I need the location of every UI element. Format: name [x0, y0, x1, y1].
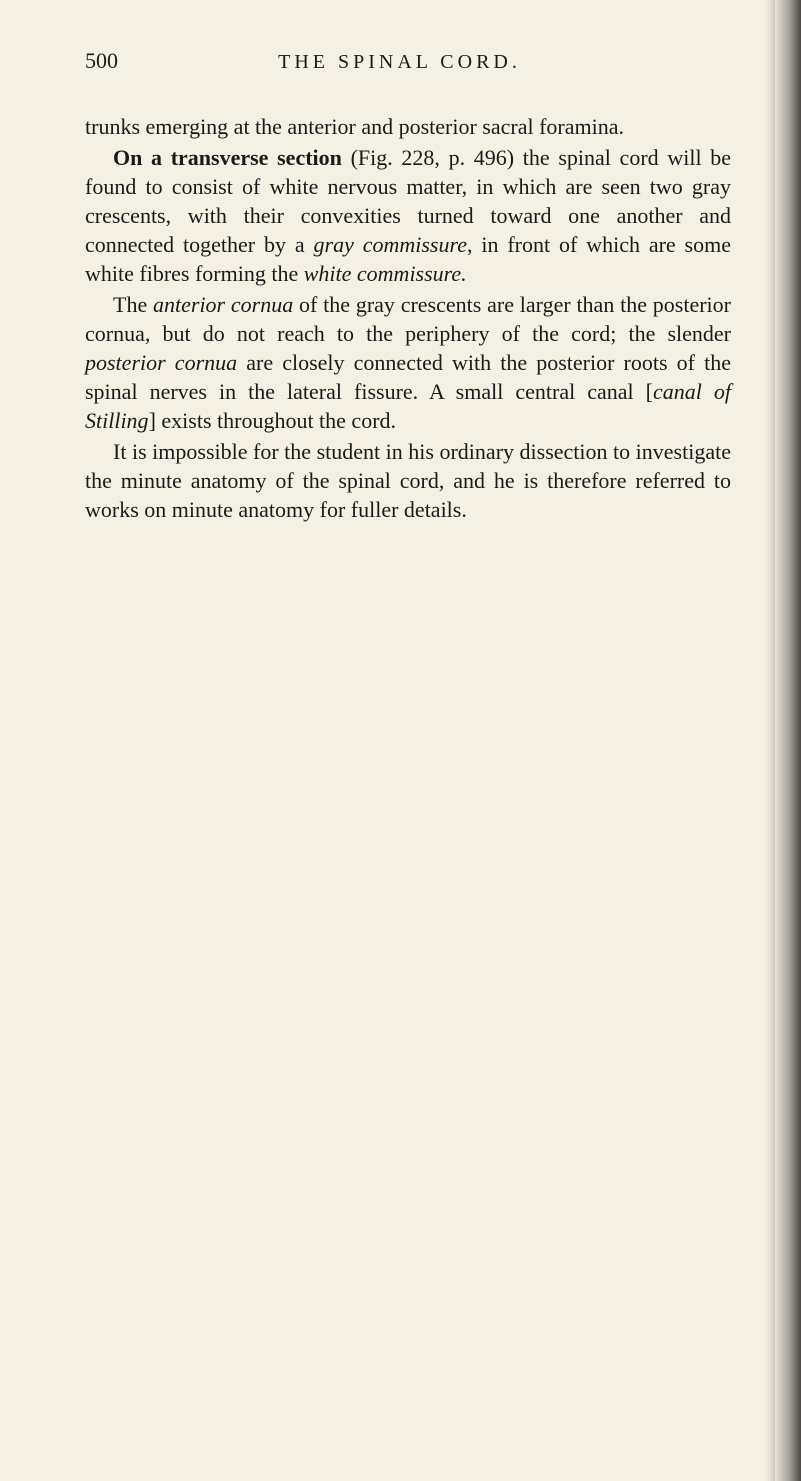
paragraph-4: It is impossible for the student in his …	[85, 437, 731, 524]
italic-text: white commissure.	[304, 261, 467, 286]
text: trunks emerging at the anterior and post…	[85, 114, 624, 139]
page-shadow-right	[773, 0, 801, 1481]
body-text: trunks emerging at the anterior and post…	[85, 112, 731, 524]
paragraph-2: On a transverse section (Fig. 228, p. 49…	[85, 143, 731, 288]
italic-text: posterior cornua	[85, 350, 237, 375]
page-header: 500 THE SPINAL CORD.	[85, 48, 731, 74]
text: ] exists throughout the cord.	[149, 408, 396, 433]
page-content: 500 THE SPINAL CORD. trunks emerging at …	[0, 0, 801, 574]
bold-text: On a transverse section	[113, 145, 342, 170]
paragraph-3: The anterior cornua of the gray crescent…	[85, 290, 731, 435]
text: The	[113, 292, 153, 317]
paragraph-1: trunks emerging at the anterior and post…	[85, 112, 731, 141]
page-number: 500	[85, 48, 118, 74]
italic-text: gray commissure	[314, 232, 467, 257]
text: It is impossible for the student in his …	[85, 439, 731, 522]
italic-text: anterior cornua	[153, 292, 293, 317]
running-title: THE SPINAL CORD.	[118, 51, 731, 74]
